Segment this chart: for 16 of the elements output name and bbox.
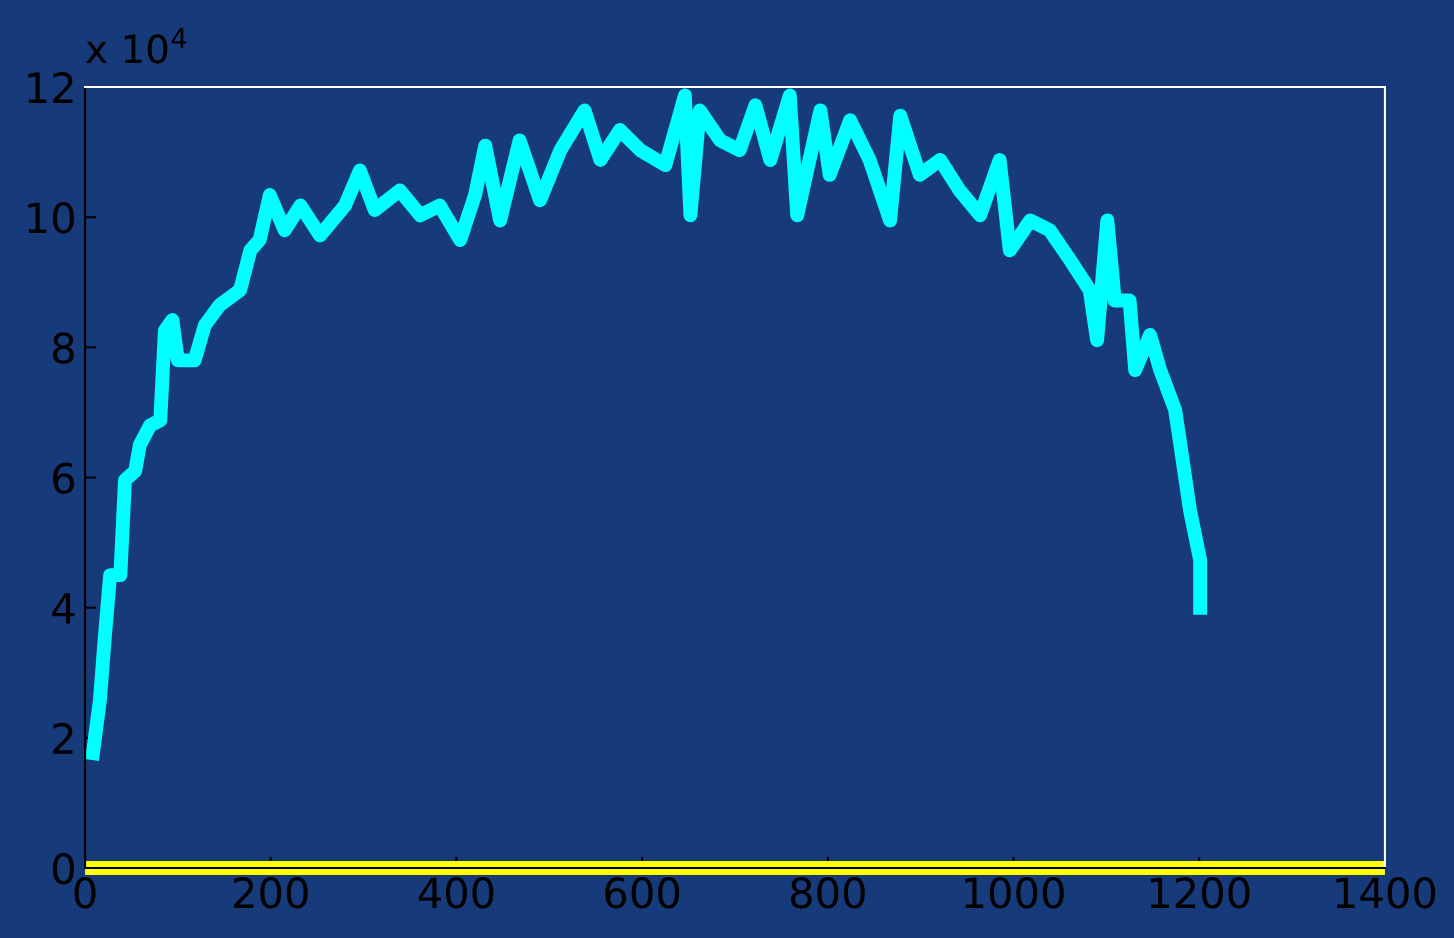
y-tick-label: 2 <box>53 722 73 754</box>
x-tick-label: 600 <box>605 877 680 909</box>
y-tick-label: 12 <box>28 71 73 103</box>
x-tick-label: 1200 <box>1150 877 1250 909</box>
x-tick-label: 0 <box>74 877 96 909</box>
text: x 10$^{4}$ <box>86 28 187 64</box>
x-tick-label: 800 <box>790 877 865 909</box>
y-tick-label: 6 <box>53 462 75 494</box>
y-tick-label: 10 <box>28 202 74 234</box>
x-tick-label: 200 <box>234 877 308 909</box>
x-tick-label: 1400 <box>1336 877 1436 909</box>
y-tick-label: 8 <box>53 332 74 364</box>
y-tick-label: 0 <box>52 852 74 885</box>
x-tick-label: 400 <box>418 877 494 909</box>
y-tick-label: 4 <box>52 593 75 624</box>
x-tick-label: 1000 <box>965 877 1064 909</box>
